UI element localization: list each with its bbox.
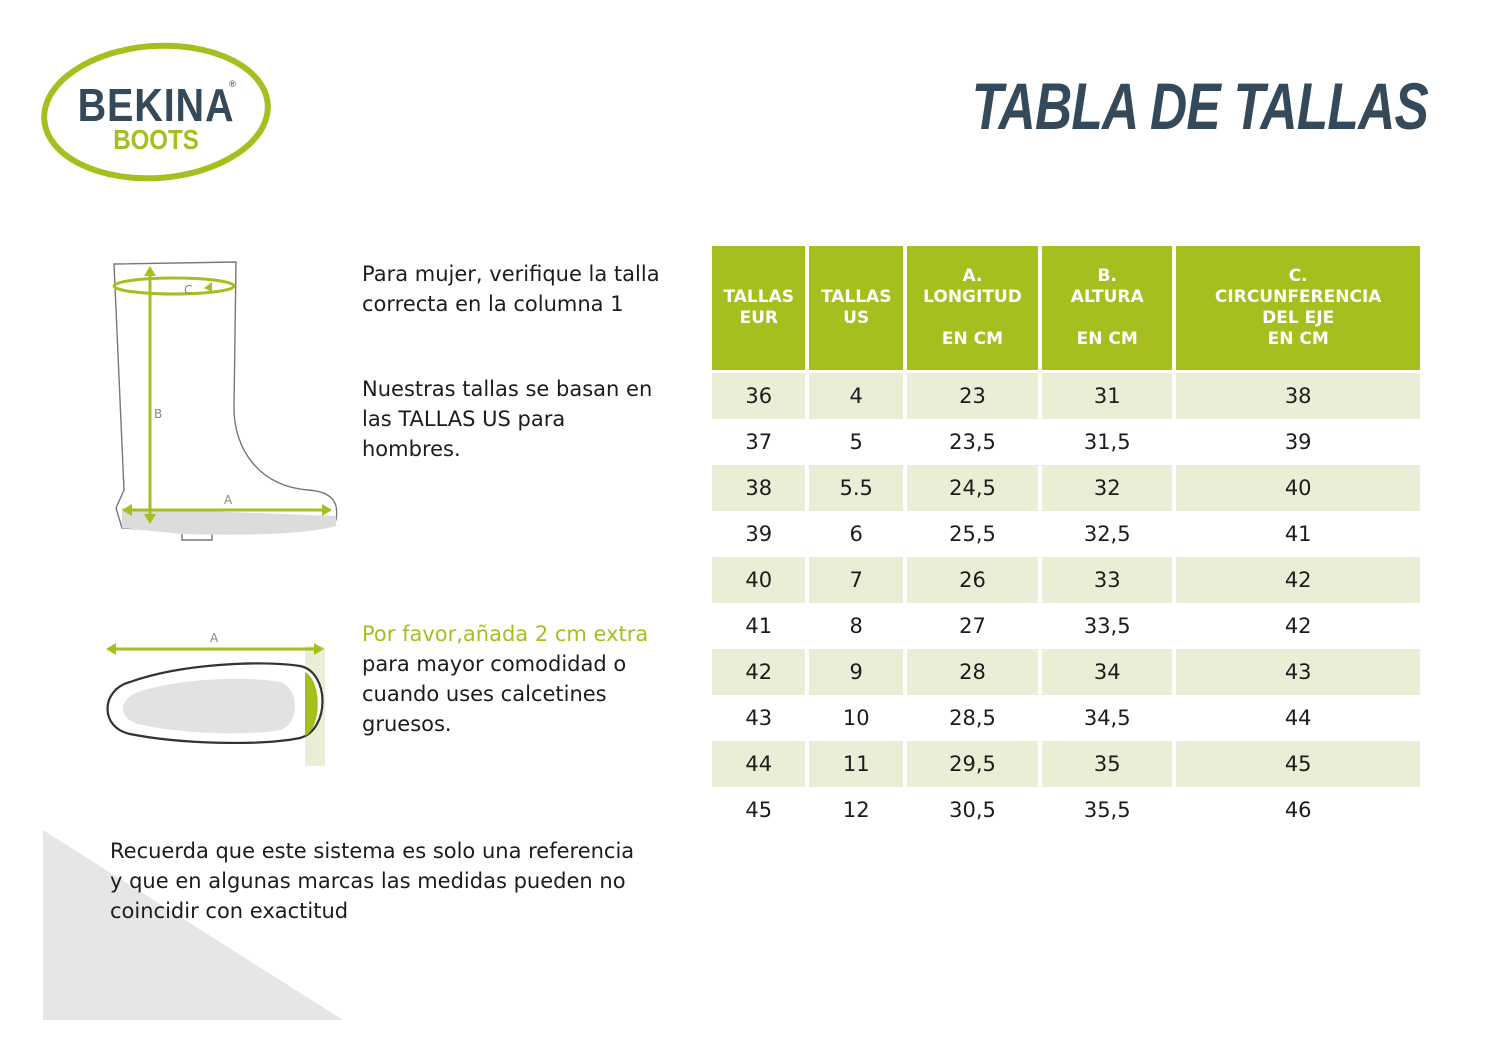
boot-label-a: A (224, 493, 233, 507)
cell-longitud: 28 (906, 649, 1039, 695)
cell-altura: 32,5 (1083, 522, 1131, 546)
cell-us: 11 (809, 741, 903, 787)
cell-circunferencia: 44 (1284, 706, 1312, 730)
cell-circunferencia: 38 (1176, 373, 1420, 419)
cell-circunferencia: 42 (1176, 557, 1420, 603)
cell-circunferencia: 45 (1176, 741, 1420, 787)
cell-eur: 45 (745, 798, 773, 822)
cell-altura: 35 (1042, 741, 1173, 787)
header-tallas-us: TALLAS US (809, 246, 903, 373)
cell-us: 5.5 (809, 465, 903, 511)
cell-us: 12 (842, 798, 870, 822)
foot-label-a: A (210, 631, 219, 645)
boot-diagram: C B A (112, 261, 338, 541)
cell-eur: 38 (712, 465, 806, 511)
footer-note: Recuerda que este sistema es solo una re… (110, 839, 635, 923)
cell-circunferencia: 46 (1284, 798, 1312, 822)
cell-longitud: 23 (906, 373, 1039, 419)
note-extra-rest: para mayor comodidad o cuando uses calce… (362, 652, 627, 736)
note-extra-cm: Por favor,añada 2 cm extra para mayor co… (362, 619, 662, 739)
table-row: 39 6 25,5 32,5 41 (712, 511, 1420, 557)
cell-altura: 31 (1042, 373, 1173, 419)
cell-altura: 33 (1042, 557, 1173, 603)
cell-longitud: 30,5 (949, 798, 996, 822)
logo-registered-mark: ® (228, 80, 237, 90)
table-row: 36 4 23 31 38 (712, 373, 1420, 419)
table-header-row: TALLAS EUR TALLAS US A. LONGITUD EN CM B. ALT… (712, 246, 1420, 373)
cell-altura: 32 (1042, 465, 1173, 511)
cell-circunferencia: 39 (1284, 430, 1312, 454)
cell-us: 5 (849, 430, 863, 454)
foot-sole-diagram: A (106, 631, 325, 766)
cell-longitud: 29,5 (906, 741, 1039, 787)
note-women-sizing: Para mujer, verifique la talla correcta … (362, 262, 660, 316)
cell-eur: 43 (745, 706, 773, 730)
note-us-sizes: Nuestras tallas se basan en las TALLAS U… (362, 377, 653, 461)
size-table: TALLAS EUR TALLAS US A. LONGITUD EN CM B. ALT… (708, 246, 1424, 833)
note-extra-highlight: Por favor,añada 2 cm extra (362, 622, 649, 646)
table-row: 38 5.5 24,5 32 40 (712, 465, 1420, 511)
page-title: TABLA DE TALLAS (971, 69, 1429, 143)
table-row: 42 9 28 34 43 (712, 649, 1420, 695)
cell-us: 4 (809, 373, 903, 419)
cell-eur: 37 (745, 430, 773, 454)
cell-longitud: 25,5 (949, 522, 996, 546)
cell-longitud: 24,5 (906, 465, 1039, 511)
table-row: 43 10 28,5 34,5 44 (712, 695, 1420, 741)
brand-logo: BEKINA ® BOOTS (40, 40, 272, 185)
cell-us: 6 (849, 522, 863, 546)
cell-altura: 34 (1042, 649, 1173, 695)
cell-circunferencia: 42 (1284, 614, 1312, 638)
cell-circunferencia: 41 (1284, 522, 1312, 546)
cell-us: 9 (809, 649, 903, 695)
cell-eur: 41 (745, 614, 773, 638)
boot-label-b: B (154, 407, 162, 421)
logo-word-boots: BOOTS (113, 124, 199, 155)
decorative-corner-shape (43, 830, 343, 1020)
cell-eur: 40 (712, 557, 806, 603)
cell-longitud: 28,5 (949, 706, 996, 730)
cell-altura: 31,5 (1083, 430, 1131, 454)
cell-eur: 39 (745, 522, 773, 546)
table-row: 41 8 27 33,5 42 (712, 603, 1420, 649)
table-row: 45 12 30,5 35,5 46 (712, 787, 1420, 833)
cell-circunferencia: 43 (1176, 649, 1420, 695)
table-row: 44 11 29,5 35 45 (712, 741, 1420, 787)
cell-circunferencia: 40 (1176, 465, 1420, 511)
cell-altura: 35,5 (1083, 798, 1131, 822)
cell-eur: 36 (712, 373, 806, 419)
boot-label-c: C (184, 283, 192, 297)
cell-us: 7 (809, 557, 903, 603)
cell-longitud: 27 (959, 614, 986, 638)
table-row: 37 5 23,5 31,5 39 (712, 419, 1420, 465)
cell-us: 8 (849, 614, 863, 638)
cell-altura: 33,5 (1083, 614, 1131, 638)
logo-word-bekina: BEKINA (77, 79, 235, 131)
header-tallas-eur: TALLAS EUR (712, 246, 806, 373)
cell-us: 10 (842, 706, 870, 730)
cell-longitud: 26 (906, 557, 1039, 603)
header-circunferencia: C. CIRCUNFERENCIA DEL EJE EN CM (1176, 246, 1420, 373)
cell-eur: 42 (712, 649, 806, 695)
table-row: 40 7 26 33 42 (712, 557, 1420, 603)
logo-ellipse (41, 42, 271, 182)
cell-eur: 44 (712, 741, 806, 787)
header-altura: B. ALTURA EN CM (1042, 246, 1173, 373)
cell-longitud: 23,5 (949, 430, 996, 454)
header-longitud: A. LONGITUD EN CM (906, 246, 1039, 373)
cell-altura: 34,5 (1083, 706, 1131, 730)
